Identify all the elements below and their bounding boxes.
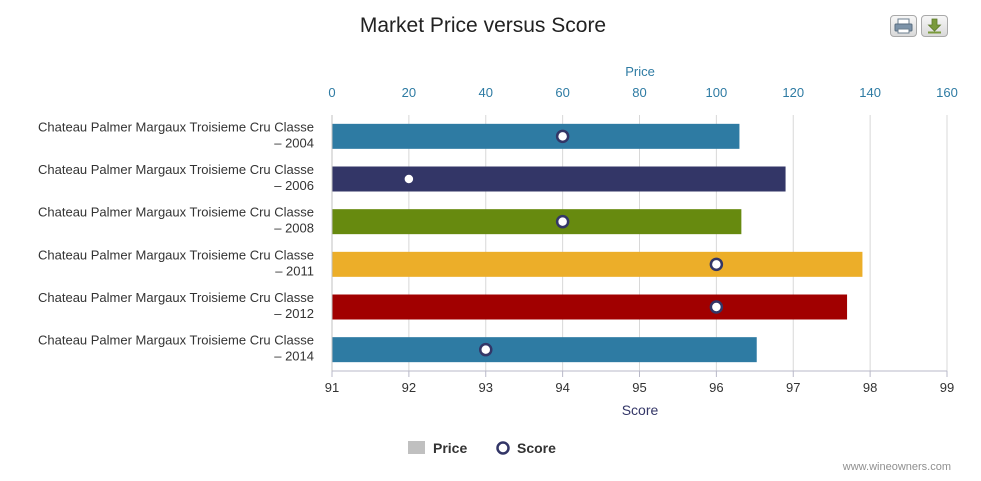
score-axis-title: Score [622,402,659,418]
category-label-line: Chateau Palmer Margaux Troisieme Cru Cla… [38,333,314,348]
price-tick-label: 60 [555,85,569,100]
score-tick-label: 93 [479,380,493,395]
price-tick-label: 40 [479,85,493,100]
score-tick-label: 95 [632,380,646,395]
price-bar [332,337,757,363]
price-tick-label: 80 [632,85,646,100]
price-tick-label: 140 [859,85,881,100]
category-label: Chateau Palmer Margaux Troisieme Cru Cla… [38,162,314,193]
price-bars [332,123,863,363]
credit-text: www.wineowners.com [842,461,951,473]
price-tick-label: 20 [402,85,416,100]
category-label-line: Chateau Palmer Margaux Troisieme Cru Cla… [38,162,314,177]
gridlines [331,115,948,371]
category-label-line: – 2004 [274,135,314,150]
price-bar [332,251,863,277]
score-points [402,129,724,357]
category-label: Chateau Palmer Margaux Troisieme Cru Cla… [38,290,314,321]
category-label-line: Chateau Palmer Margaux Troisieme Cru Cla… [38,247,314,262]
category-label: Chateau Palmer Margaux Troisieme Cru Cla… [38,333,314,364]
printer-icon [894,18,913,34]
download-icon [927,18,942,34]
score-point [555,129,570,144]
legend[interactable]: Price Score [408,440,556,456]
price-tick-label: 160 [936,85,958,100]
score-tick-label: 91 [325,380,339,395]
price-bar [332,123,740,149]
category-label-line: – 2006 [274,178,314,193]
score-point [479,342,493,357]
legend-price-swatch [408,441,425,454]
legend-score-marker [496,441,510,455]
score-point [555,214,570,229]
score-point [709,257,724,272]
category-label-line: – 2014 [274,349,314,364]
score-tick-label: 94 [555,380,569,395]
legend-price-label[interactable]: Price [433,440,467,456]
score-tick-label: 99 [940,380,954,395]
print-button[interactable] [890,15,917,37]
category-label-line: Chateau Palmer Margaux Troisieme Cru Cla… [38,290,314,305]
chart-title: Market Price versus Score [360,14,606,37]
score-tick-label: 97 [786,380,800,395]
category-label: Chateau Palmer Margaux Troisieme Cru Cla… [38,247,314,278]
category-label-line: Chateau Palmer Margaux Troisieme Cru Cla… [38,205,314,220]
price-tick-label: 0 [328,85,335,100]
export-button[interactable] [921,15,948,37]
legend-score-label[interactable]: Score [517,440,556,456]
category-label-line: – 2012 [274,306,314,321]
category-label-line: – 2011 [275,263,314,278]
category-label: Chateau Palmer Margaux Troisieme Cru Cla… [38,119,314,150]
category-label-line: – 2008 [274,221,314,236]
score-tick-label: 98 [863,380,877,395]
category-label: Chateau Palmer Margaux Troisieme Cru Cla… [38,205,314,236]
score-point [709,300,724,314]
score-tick-label: 92 [402,380,416,395]
score-point [402,172,416,186]
price-axis-title: Price [625,64,655,79]
price-tick-label: 120 [782,85,804,100]
price-bar [332,294,848,320]
price-tick-label: 100 [706,85,728,100]
score-tick-label: 96 [709,380,723,395]
axes: 0 20 40 60 80 100 120 140 160 91 92 93 94 95 96 97 98 99 C… [38,85,958,395]
price-bar [332,209,742,235]
category-label-line: Chateau Palmer Margaux Troisieme Cru Cla… [38,119,314,134]
price-bar [332,166,786,192]
